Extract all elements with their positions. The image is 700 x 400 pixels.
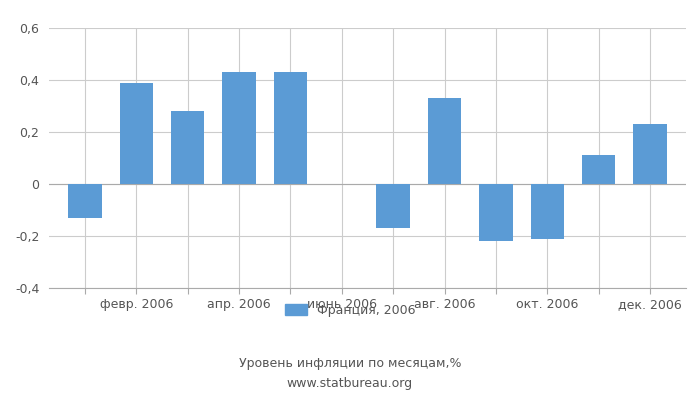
Bar: [120, 83, 153, 184]
Legend: Франция, 2006: Франция, 2006: [279, 299, 421, 322]
Bar: [171, 111, 204, 184]
Bar: [223, 72, 256, 184]
Text: Уровень инфляции по месяцам,%: Уровень инфляции по месяцам,%: [239, 358, 461, 370]
Bar: [634, 124, 666, 184]
Bar: [531, 184, 564, 238]
Bar: [480, 184, 512, 241]
Bar: [582, 155, 615, 184]
Bar: [377, 184, 410, 228]
Bar: [69, 184, 102, 218]
Text: www.statbureau.org: www.statbureau.org: [287, 378, 413, 390]
Bar: [428, 98, 461, 184]
Bar: [274, 72, 307, 184]
